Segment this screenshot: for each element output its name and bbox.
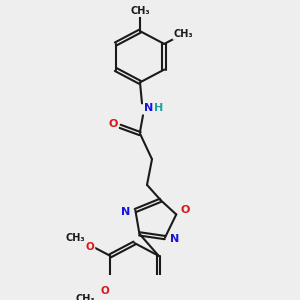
Text: CH₃: CH₃ [130, 6, 150, 16]
Text: O: O [181, 205, 190, 215]
Text: N: N [121, 207, 130, 217]
Text: N: N [144, 103, 154, 113]
Text: O: O [100, 286, 109, 296]
Text: N: N [170, 234, 180, 244]
Text: H: H [154, 103, 164, 113]
Text: CH₃: CH₃ [173, 29, 193, 39]
Text: CH₃: CH₃ [65, 233, 85, 244]
Text: O: O [108, 119, 118, 130]
Text: CH₃: CH₃ [76, 294, 95, 300]
Text: O: O [85, 242, 94, 252]
